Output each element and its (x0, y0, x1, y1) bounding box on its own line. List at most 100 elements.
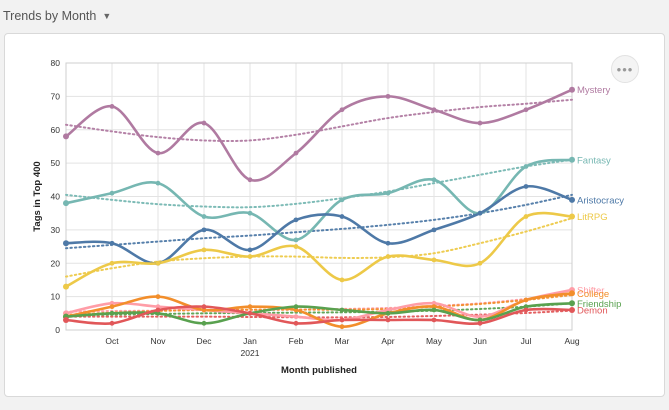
fantasy-trendline (65, 158, 573, 209)
litrpg-point[interactable] (63, 283, 69, 290)
friendship-point[interactable] (155, 310, 161, 316)
litrpg-point[interactable] (293, 244, 299, 249)
litrpg-point[interactable] (477, 260, 483, 266)
aristocracy-point[interactable] (523, 184, 529, 189)
chart-header[interactable]: Trends by Month ▼ (3, 9, 111, 23)
litrpg-point[interactable] (247, 254, 253, 259)
demon-point[interactable] (293, 320, 299, 326)
aristocracy-point[interactable] (385, 240, 391, 246)
demon-point[interactable] (201, 304, 207, 310)
grid-lines (65, 62, 573, 331)
litrpg-point[interactable] (431, 257, 437, 263)
aristocracy-point[interactable] (569, 196, 575, 203)
litrpg-point[interactable] (201, 247, 207, 253)
aristocracy-point[interactable] (63, 240, 69, 247)
litrpg-point[interactable] (155, 260, 161, 266)
college-point[interactable] (431, 304, 437, 310)
demon-point[interactable] (109, 320, 115, 326)
friendship-point[interactable] (477, 317, 483, 323)
litrpg-trendline (65, 217, 573, 278)
fantasy-point[interactable] (293, 237, 299, 243)
friendship-point[interactable] (523, 304, 529, 310)
mystery-point[interactable] (293, 150, 299, 156)
demon-point[interactable] (155, 307, 161, 313)
college-point[interactable] (523, 297, 529, 303)
fantasy-point[interactable] (385, 190, 391, 196)
shifter-point[interactable] (155, 304, 161, 310)
litrpg-point[interactable] (523, 214, 529, 219)
aristocracy-point[interactable] (431, 227, 437, 233)
fantasy-point[interactable] (63, 200, 69, 207)
demon-point[interactable] (339, 317, 345, 323)
litrpg-line[interactable] (65, 211, 573, 288)
college-point[interactable] (293, 307, 299, 313)
fantasy-point[interactable] (431, 177, 437, 183)
litrpg-point[interactable] (109, 260, 115, 266)
shifter-point[interactable] (431, 300, 437, 306)
friendship-point[interactable] (293, 304, 299, 310)
aristocracy-line[interactable] (65, 185, 573, 265)
mystery-point[interactable] (431, 107, 437, 113)
demon-point[interactable] (385, 317, 391, 323)
college-point[interactable] (109, 304, 115, 310)
demon-line[interactable] (65, 305, 573, 325)
fantasy-point[interactable] (569, 156, 575, 163)
more-options-button[interactable]: ••• (611, 55, 639, 83)
college-point[interactable] (339, 324, 345, 330)
demon-point[interactable] (431, 317, 437, 323)
demon-point[interactable] (477, 320, 483, 326)
x-tick-label: Mar (335, 336, 350, 346)
mystery-point[interactable] (523, 107, 529, 113)
friendship-point[interactable] (201, 320, 207, 326)
shifter-point[interactable] (109, 300, 115, 306)
fantasy-point[interactable] (339, 197, 345, 203)
college-point[interactable] (247, 304, 253, 310)
friendship-point[interactable] (109, 310, 115, 316)
mystery-point[interactable] (569, 86, 575, 93)
demon-point[interactable] (63, 316, 69, 323)
aristocracy-point[interactable] (109, 240, 115, 246)
mystery-point[interactable] (155, 150, 161, 156)
aristocracy-point[interactable] (477, 210, 483, 216)
friendship-point[interactable] (385, 310, 391, 316)
mystery-point[interactable] (109, 103, 115, 109)
shifter-point[interactable] (385, 307, 391, 313)
fantasy-point[interactable] (523, 164, 529, 169)
x-tick-label: Nov (150, 336, 166, 346)
friendship-point[interactable] (569, 300, 575, 307)
friendship-line[interactable] (65, 302, 573, 325)
litrpg-point[interactable] (339, 277, 345, 283)
demon-point[interactable] (247, 310, 253, 316)
friendship-point[interactable] (339, 307, 345, 313)
plot-border (65, 62, 573, 331)
fantasy-point[interactable] (201, 214, 207, 219)
trend-lines (65, 98, 573, 319)
college-point[interactable] (569, 290, 575, 297)
college-trendline (65, 293, 573, 316)
college-point[interactable] (201, 307, 207, 313)
caret-down-icon[interactable]: ▼ (102, 11, 112, 21)
aristocracy-point[interactable] (339, 214, 345, 219)
demon-point[interactable] (523, 307, 529, 313)
mystery-point[interactable] (63, 133, 69, 140)
mystery-point[interactable] (201, 120, 207, 126)
chart-title: Trends by Month (3, 9, 97, 23)
mystery-point[interactable] (339, 107, 345, 113)
mystery-point[interactable] (385, 93, 391, 99)
demon-point[interactable] (569, 306, 575, 313)
fantasy-point[interactable] (109, 190, 115, 196)
litrpg-point[interactable] (569, 213, 575, 220)
mystery-point[interactable] (477, 120, 483, 126)
aristocracy-point[interactable] (293, 217, 299, 223)
shifter-point[interactable] (477, 314, 483, 320)
aristocracy-point[interactable] (247, 247, 253, 253)
fantasy-point[interactable] (247, 210, 253, 216)
litrpg-point[interactable] (385, 254, 391, 259)
fantasy-point[interactable] (155, 180, 161, 186)
mystery-point[interactable] (247, 177, 253, 183)
aristocracy-point[interactable] (201, 227, 207, 233)
friendship-point[interactable] (431, 307, 437, 313)
college-point[interactable] (155, 294, 161, 300)
shifter-point[interactable] (293, 314, 299, 320)
x-tick-label: Jun (473, 336, 487, 346)
